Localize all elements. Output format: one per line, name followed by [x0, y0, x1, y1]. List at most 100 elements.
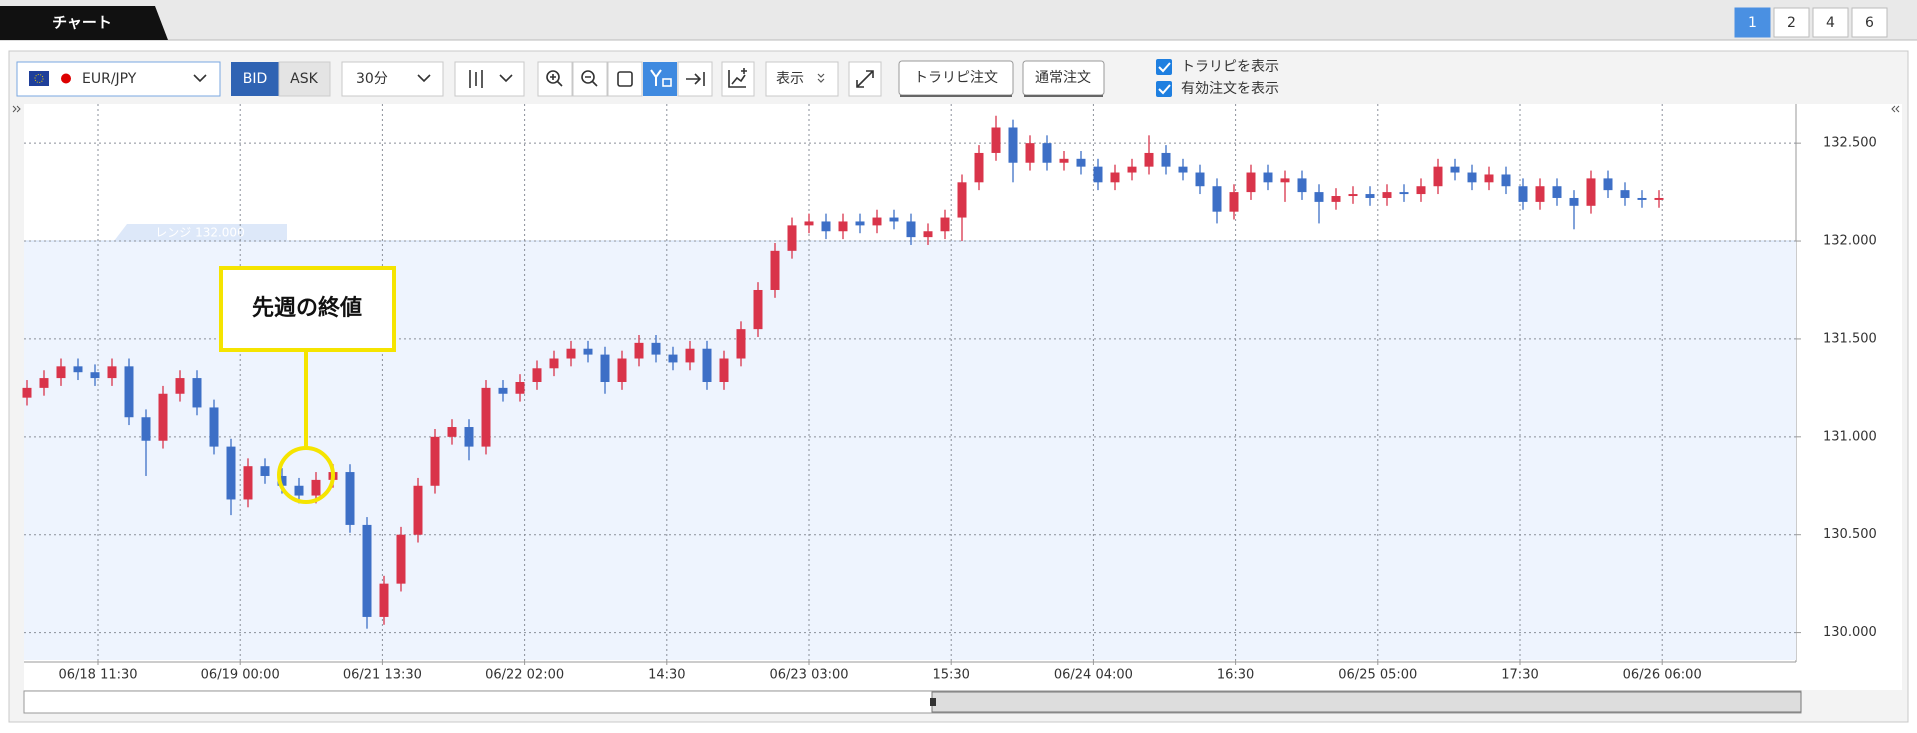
scroll-handle[interactable] [930, 698, 936, 706]
candle-body [1314, 192, 1324, 202]
y-tick-label: 130.000 [1823, 625, 1877, 640]
normal-order-label[interactable]: 通常注文 [1035, 70, 1091, 86]
candle-body [1348, 194, 1358, 197]
candle-body [447, 427, 457, 437]
candle-body [1127, 166, 1137, 173]
candle-body [1246, 172, 1256, 193]
candle-body [1654, 197, 1664, 200]
page-button-label[interactable]: 4 [1826, 15, 1835, 31]
bid-label[interactable]: BID [243, 71, 268, 87]
candle-body [651, 342, 661, 355]
eu-flag [29, 71, 49, 86]
candle-body [1229, 192, 1239, 212]
ask-label[interactable]: ASK [290, 71, 318, 87]
candle-body [566, 348, 576, 359]
page-button-label[interactable]: 2 [1787, 15, 1796, 31]
zoom-out-icon [581, 70, 595, 84]
candle-body [736, 329, 746, 359]
candle-body [770, 250, 780, 290]
candle-body [719, 358, 729, 382]
indicator-icon [728, 68, 747, 88]
y-lock-button[interactable] [643, 62, 677, 96]
candle-body [889, 217, 899, 222]
page-button-label[interactable]: 6 [1865, 15, 1874, 31]
candle-body [702, 348, 712, 382]
checkbox-label[interactable]: トラリピを表示 [1181, 59, 1279, 75]
symbol-select[interactable] [16, 61, 221, 97]
candle-body [1467, 172, 1477, 183]
candle-body [1416, 186, 1426, 195]
page-button-label[interactable]: 1 [1748, 15, 1757, 31]
candle-body [124, 366, 134, 418]
candle-body [413, 485, 423, 535]
expand-right[interactable] [1891, 105, 1900, 113]
zoom-in-icon [550, 74, 563, 87]
x-tick-label: 06/25 05:00 [1338, 668, 1417, 683]
tab-label[interactable]: チャート [52, 14, 112, 32]
candle-body [243, 466, 253, 500]
candle-body [940, 217, 950, 232]
zoom-out[interactable] [572, 61, 608, 97]
candle-body [345, 472, 355, 525]
candle-body [1569, 197, 1579, 206]
fit-button[interactable] [607, 61, 643, 97]
chart-type-select[interactable] [454, 61, 525, 97]
candle-body [1297, 178, 1307, 193]
symbol[interactable]: EUR/JPY [82, 71, 137, 87]
candle-body [464, 427, 474, 447]
candle-body [1331, 196, 1341, 202]
tab-active[interactable] [0, 6, 168, 40]
x-tick-label: 06/24 04:00 [1054, 668, 1133, 683]
left-strip [10, 100, 24, 660]
candle-body [1110, 172, 1120, 183]
y-tick-label: 130.500 [1823, 527, 1877, 542]
display-label[interactable]: 表示 [776, 71, 804, 87]
display-arrow [817, 73, 825, 83]
expand-left[interactable] [12, 105, 21, 113]
zoom-in[interactable] [537, 61, 573, 97]
x-tick-label: 06/19 00:00 [201, 668, 280, 683]
candle-body [73, 366, 83, 373]
candle-body [379, 583, 389, 617]
candle-body [787, 225, 797, 251]
zoom-in-icon [546, 70, 560, 84]
plot: レンジ 132.000 130.000 130.500 131.000 131.500 1… [22, 104, 1877, 683]
candle-body [175, 378, 185, 394]
x-tick-label: 06/22 02:00 [485, 668, 564, 683]
trap-order-label[interactable]: トラリピ注文 [914, 70, 998, 86]
candle-body [634, 342, 644, 359]
interval[interactable]: 30分 [356, 71, 388, 87]
range-label: レンジ 132.000 [155, 226, 244, 240]
eu-stars [34, 74, 44, 83]
candle-body [1586, 178, 1596, 206]
candle-body [668, 354, 678, 363]
display-button[interactable] [765, 61, 839, 97]
page-button[interactable] [1812, 7, 1849, 38]
bid-button[interactable] [231, 62, 279, 96]
candle-body [1433, 166, 1443, 187]
scrollbar-thumb[interactable] [931, 691, 1802, 713]
to-end-icon [686, 72, 705, 86]
checkbox-label[interactable]: 有効注文を表示 [1181, 81, 1279, 97]
candle-body [498, 387, 508, 394]
checkbox[interactable] [1156, 81, 1172, 97]
page-button[interactable] [1734, 7, 1771, 38]
candle-body [1178, 166, 1188, 173]
dropdown-arrow [417, 74, 431, 83]
checkbox[interactable] [1156, 59, 1172, 75]
page-button[interactable] [1773, 7, 1810, 38]
candle-body [209, 407, 219, 447]
page-button[interactable] [1851, 7, 1888, 38]
candle-body [1620, 190, 1630, 198]
candle-body [600, 354, 610, 382]
x-tick-label: 06/26 06:00 [1623, 668, 1702, 683]
checkmark [1158, 84, 1171, 95]
candle-body [855, 221, 865, 226]
candle-body [396, 534, 406, 584]
checkmark [1158, 62, 1171, 73]
candle-body [753, 289, 763, 330]
x-tick-label: 06/18 11:30 [58, 668, 137, 683]
x-tick-label: 06/21 13:30 [343, 668, 422, 683]
ask-button[interactable] [278, 61, 331, 97]
